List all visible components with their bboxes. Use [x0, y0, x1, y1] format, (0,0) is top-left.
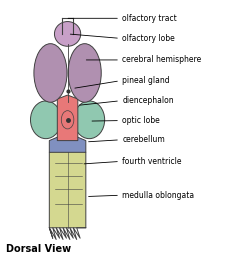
Text: fourth ventricle: fourth ventricle: [122, 157, 182, 166]
Polygon shape: [57, 95, 78, 141]
Text: medulla oblongata: medulla oblongata: [122, 191, 195, 200]
Ellipse shape: [30, 101, 61, 139]
Ellipse shape: [68, 44, 101, 102]
Ellipse shape: [74, 101, 105, 139]
Text: pineal gland: pineal gland: [122, 76, 170, 85]
Ellipse shape: [34, 44, 67, 102]
Text: diencephalon: diencephalon: [122, 96, 174, 105]
Text: olfactory lobe: olfactory lobe: [122, 34, 175, 43]
Text: optic lobe: optic lobe: [122, 116, 160, 125]
Text: cerebral hemisphere: cerebral hemisphere: [122, 55, 202, 64]
Ellipse shape: [55, 22, 81, 46]
Polygon shape: [49, 142, 86, 228]
Text: olfactory tract: olfactory tract: [122, 14, 177, 23]
Polygon shape: [49, 133, 86, 152]
Text: Dorsal View: Dorsal View: [6, 244, 71, 254]
Text: cerebellum: cerebellum: [122, 135, 165, 144]
